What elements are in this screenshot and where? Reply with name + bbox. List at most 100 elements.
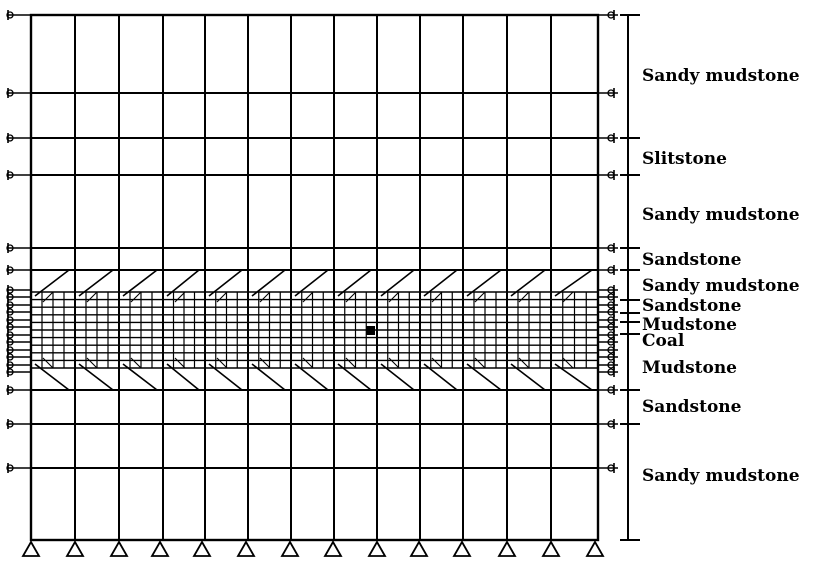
pin-support-icon xyxy=(109,540,129,557)
roller-support-icon xyxy=(6,368,14,376)
mesh-transition-line xyxy=(510,269,546,297)
mesh-transition-line xyxy=(174,291,186,303)
mesh-transition-line xyxy=(122,269,158,297)
mesh-transition-line xyxy=(562,291,574,303)
mesh-transition-line xyxy=(474,357,486,369)
boundary-supports xyxy=(6,10,618,557)
pin-support-icon xyxy=(21,540,41,557)
mesh-transition-line xyxy=(431,291,443,303)
roller-support-icon xyxy=(6,361,14,369)
roller-support-icon xyxy=(6,464,14,472)
layer-label: Sandy mudstone xyxy=(642,205,800,225)
mesh-transition-line xyxy=(166,269,200,297)
roller-support-icon xyxy=(6,331,14,339)
pin-support-icon xyxy=(192,540,212,557)
mesh-transition-line xyxy=(251,363,286,391)
mesh-transition-line xyxy=(380,269,415,297)
roller-support-icon xyxy=(6,323,14,331)
strata-bracket xyxy=(620,14,640,541)
mesh-transition-line xyxy=(337,363,372,391)
pin-support-icon xyxy=(452,540,472,557)
mesh-transition-line xyxy=(466,269,502,297)
mesh-transition-line xyxy=(431,357,443,369)
mesh-transition-line xyxy=(130,291,142,303)
roller-support-icon xyxy=(6,316,14,324)
mesh-transition-line xyxy=(554,363,593,391)
roller-support-icon xyxy=(6,11,14,19)
layer-label: Slitstone xyxy=(642,149,727,169)
roller-support-icon xyxy=(6,244,14,252)
mesh-transition-line xyxy=(34,269,70,297)
mesh-transition-line xyxy=(466,363,502,391)
mesh-transition-line xyxy=(42,291,54,303)
mesh-transition-line xyxy=(208,363,243,391)
roller-support-icon xyxy=(6,338,14,346)
layer-label: Sandstone xyxy=(642,397,742,417)
pin-support-icon xyxy=(541,540,561,557)
layer-label: Sandy mudstone xyxy=(642,276,800,296)
mesh-transition-line xyxy=(42,357,54,369)
layer-label: Sandy mudstone xyxy=(642,66,800,86)
mesh-transition-line xyxy=(259,357,271,369)
layer-label: Sandy mudstone xyxy=(642,466,800,486)
mesh-transition-line xyxy=(510,363,546,391)
pin-support-icon xyxy=(367,540,387,557)
layer-label: Sandstone xyxy=(642,250,742,270)
mesh-transition-line xyxy=(294,269,329,297)
mesh-transition-line xyxy=(122,363,158,391)
pin-support-icon xyxy=(585,540,605,557)
mesh-transition-line xyxy=(216,291,228,303)
layer-label: Sandstone xyxy=(642,296,742,316)
mesh-transition-line xyxy=(251,269,286,297)
mesh-transition-line xyxy=(208,269,243,297)
monitoring-point xyxy=(366,326,375,335)
mesh-transition-line xyxy=(302,357,314,369)
mesh-transition-line xyxy=(259,291,271,303)
roller-support-icon xyxy=(6,171,14,179)
roller-support-icon xyxy=(6,386,14,394)
roller-support-icon xyxy=(6,353,14,361)
mesh-transition-line xyxy=(302,291,314,303)
mesh-transition-line xyxy=(86,357,98,369)
roller-support-icon xyxy=(6,308,14,316)
pin-support-icon xyxy=(236,540,256,557)
mesh-transition-line xyxy=(345,291,357,303)
mesh-transition-line xyxy=(78,269,114,297)
roller-support-icon xyxy=(6,420,14,428)
mesh-transition-line xyxy=(388,357,400,369)
mesh-transition-line xyxy=(216,357,228,369)
mesh-transition-line xyxy=(474,291,486,303)
layer-label: Mudstone xyxy=(642,358,737,378)
layer-label: Mudstone xyxy=(642,315,737,335)
roller-support-icon xyxy=(6,89,14,97)
roller-support-icon xyxy=(6,301,14,309)
pin-support-icon xyxy=(497,540,517,557)
mesh-transition-line xyxy=(423,363,458,391)
mesh-transition-line xyxy=(554,269,593,297)
pin-support-icon xyxy=(323,540,343,557)
mesh-transition-line xyxy=(34,363,70,391)
pin-support-icon xyxy=(65,540,85,557)
mesh-transition-line xyxy=(380,363,415,391)
roller-support-icon xyxy=(6,266,14,274)
roller-support-icon xyxy=(6,346,14,354)
mesh-transition-line xyxy=(518,291,530,303)
mesh-transition-line xyxy=(174,357,186,369)
mesh-transition-line xyxy=(130,357,142,369)
roller-support-icon xyxy=(6,134,14,142)
layer-label: Coal xyxy=(642,331,685,351)
mesh-transition-line xyxy=(345,357,357,369)
pin-support-icon xyxy=(150,540,170,557)
mesh-transition-line xyxy=(78,363,114,391)
mesh-transition-line xyxy=(423,269,458,297)
strata-labels: Sandy mudstone Slitstone Sandy mudstone … xyxy=(642,66,800,486)
mesh-transition-line xyxy=(294,363,329,391)
mesh-transition-line xyxy=(86,291,98,303)
pin-support-icon xyxy=(280,540,300,557)
mesh-transition-line xyxy=(562,357,574,369)
pin-support-icon xyxy=(409,540,429,557)
finite-element-mesh xyxy=(29,13,600,542)
roller-support-icon xyxy=(6,293,14,301)
